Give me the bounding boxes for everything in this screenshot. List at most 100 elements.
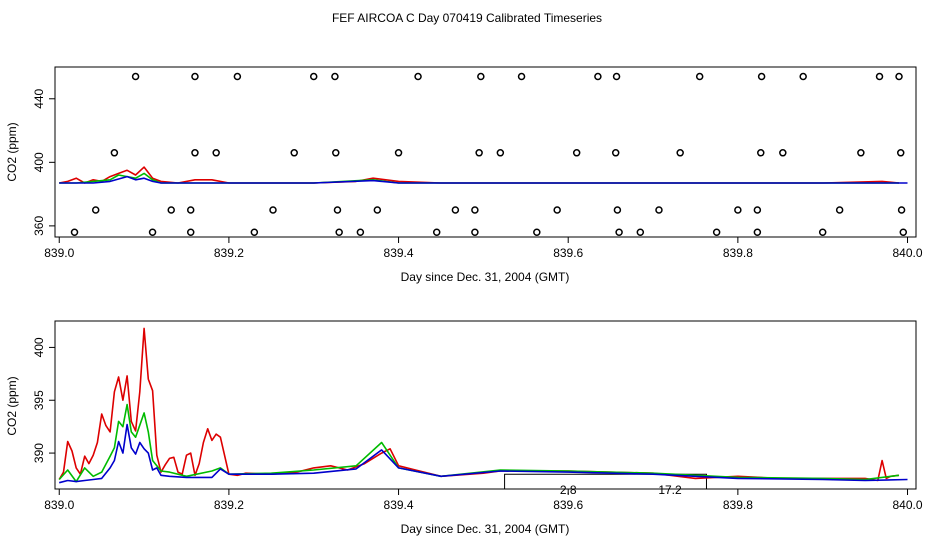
- top-point-marker: [212, 149, 220, 157]
- top-x-tick-label: 839.8: [723, 246, 753, 260]
- bottom-series-blue: [58, 423, 908, 484]
- top-point-marker: [471, 228, 479, 236]
- top-point-marker: [335, 228, 343, 236]
- top-point-marker: [269, 206, 277, 214]
- bottom-y-tick-label: 395: [32, 390, 46, 410]
- top-y-axis: 360 400 440: [32, 88, 55, 236]
- top-point-marker: [895, 72, 903, 81]
- bottom-y-axis: 390 395 400: [32, 337, 55, 463]
- top-point-marker: [676, 149, 684, 157]
- top-point-marker: [331, 72, 339, 81]
- annotation-box-outline: [504, 473, 707, 489]
- chart-title: FEF AIRCOA C Day 070419 Calibrated Times…: [332, 11, 602, 25]
- top-point-marker: [818, 228, 827, 236]
- top-point-marker: [799, 72, 807, 81]
- annotation-label: 17.2: [658, 483, 682, 497]
- top-point-marker: [148, 228, 157, 236]
- top-point-marker: [533, 228, 541, 236]
- bottom-series-green: [58, 403, 900, 483]
- top-point-marker: [753, 228, 762, 236]
- top-point-marker: [695, 72, 704, 81]
- top-point-marker: [414, 72, 422, 81]
- top-point-marker: [91, 206, 100, 214]
- top-point-marker: [394, 149, 403, 157]
- top-series: [59, 166, 908, 184]
- top-point-marker: [110, 149, 119, 157]
- top-point-marker: [475, 149, 483, 157]
- top-point-marker: [655, 206, 663, 214]
- top-panel: 839.0 839.2 839.4 839.6 839.8 840.0 360 400 440…: [5, 66, 923, 284]
- top-point-marker: [613, 206, 622, 214]
- top-point-marker: [757, 72, 766, 81]
- bottom-x-axis-label: Day since Dec. 31, 2004 (GMT): [401, 522, 570, 536]
- top-point-marker: [615, 228, 623, 236]
- top-point-marker: [734, 206, 742, 214]
- bottom-panel: 2.8 17.2 839.0 839.2 839.4 839.6 839.8 840.0 3…: [5, 320, 923, 536]
- top-series-blue: [59, 175, 908, 184]
- bottom-y-axis-label: CO2 (ppm): [5, 376, 19, 435]
- top-point-marker: [517, 72, 526, 81]
- top-point-marker: [612, 72, 621, 81]
- top-point-marker: [186, 206, 195, 214]
- bottom-x-axis: 839.0 839.2 839.4 839.6 839.8 840.0: [44, 489, 923, 512]
- top-point-marker: [712, 228, 721, 236]
- top-point-marker: [553, 206, 561, 214]
- top-y-tick-label: 440: [32, 88, 46, 108]
- top-x-tick-label: 839.0: [44, 246, 74, 260]
- top-point-marker: [332, 149, 340, 157]
- top-y-tick-label: 400: [32, 152, 46, 172]
- bottom-panel-frame: [54, 320, 917, 490]
- top-point-marker: [167, 206, 175, 214]
- bottom-x-tick-label: 839.4: [384, 498, 414, 512]
- top-panel-frame: [54, 66, 917, 238]
- bottom-x-tick-label: 840.0: [893, 498, 923, 512]
- top-y-tick-label: 360: [32, 216, 46, 236]
- top-x-tick-label: 839.2: [214, 246, 244, 260]
- annotation-box: 2.8 17.2: [504, 473, 707, 497]
- top-series-red: [59, 166, 900, 184]
- top-point-marker: [572, 149, 581, 157]
- bottom-x-tick-label: 839.8: [723, 498, 753, 512]
- top-point-marker: [757, 149, 765, 157]
- bottom-series: [58, 327, 908, 484]
- bottom-x-tick-label: 839.0: [44, 498, 74, 512]
- top-point-marker: [333, 206, 342, 214]
- top-point-marker: [899, 228, 908, 236]
- bottom-x-tick-label: 839.2: [214, 498, 244, 512]
- top-x-tick-label: 839.6: [553, 246, 583, 260]
- top-point-marker: [753, 206, 762, 214]
- bottom-y-tick-label: 390: [32, 443, 46, 463]
- top-point-marker: [233, 72, 242, 81]
- top-point-marker: [496, 149, 505, 157]
- bottom-series-red: [58, 327, 900, 482]
- top-point-marker: [471, 206, 479, 214]
- top-point-marker: [191, 149, 199, 157]
- top-point-marker: [191, 72, 199, 81]
- top-point-marker: [875, 72, 884, 81]
- top-x-tick-label: 840.0: [893, 246, 923, 260]
- bottom-x-tick-label: 839.6: [553, 498, 583, 512]
- top-point-marker: [477, 72, 485, 81]
- top-point-marker: [896, 149, 905, 157]
- top-x-axis: 839.0 839.2 839.4 839.6 839.8 840.0: [44, 237, 923, 260]
- top-point-marker: [432, 228, 441, 236]
- top-point-marker: [373, 206, 382, 214]
- top-point-marker: [835, 206, 844, 214]
- top-x-axis-label: Day since Dec. 31, 2004 (GMT): [401, 270, 570, 284]
- top-points: [70, 72, 908, 236]
- top-y-axis-label: CO2 (ppm): [5, 122, 19, 181]
- top-x-tick-label: 839.4: [384, 246, 414, 260]
- top-point-marker: [857, 149, 865, 157]
- top-point-marker: [186, 228, 195, 236]
- top-point-marker: [290, 149, 298, 157]
- top-point-marker: [594, 72, 602, 81]
- top-point-marker: [636, 228, 645, 236]
- top-point-marker: [356, 228, 365, 236]
- top-point-marker: [779, 149, 787, 157]
- top-point-marker: [611, 149, 620, 157]
- top-point-marker: [897, 206, 906, 214]
- top-point-marker: [250, 228, 259, 236]
- top-point-marker: [70, 228, 79, 236]
- top-point-marker: [309, 72, 318, 81]
